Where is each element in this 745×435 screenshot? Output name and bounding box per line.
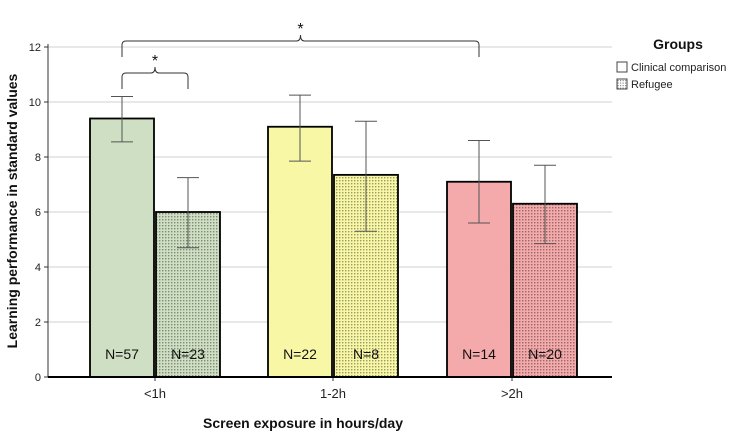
y-tick-label: 10 (29, 97, 41, 109)
x-tick-label: >2h (501, 386, 523, 401)
legend-swatch-clinical-comparison (616, 61, 628, 73)
n-label: N=8 (353, 346, 379, 362)
y-tick-label: 0 (35, 372, 41, 384)
legend-title: Groups (653, 36, 703, 52)
significance-star: * (152, 53, 158, 70)
x-tick-label: <1h (144, 386, 166, 401)
bar (89, 117, 155, 378)
y-axis-title: Learning performance in standard values (4, 73, 20, 348)
n-label: N=20 (528, 346, 562, 362)
n-label: N=22 (283, 346, 317, 362)
significance-bracket (121, 66, 189, 89)
significance-brackets: ** (121, 21, 480, 89)
n-label: N=57 (105, 346, 139, 362)
significance-star: * (297, 21, 303, 38)
y-tick-label: 2 (35, 317, 41, 329)
legend-swatch-refugee (616, 78, 628, 90)
x-tick-label: 1-2h (320, 386, 346, 401)
bars: N=57 N=23 N=22 N=8 N=14 N=20 (89, 94, 578, 378)
y-tick-label: 8 (35, 152, 41, 164)
legend-label-clinical-comparison: Clinical comparison (631, 62, 726, 74)
x-axis-title: Screen exposure in hours/day (203, 415, 403, 431)
n-label: N=23 (171, 346, 205, 362)
y-tick-label: 6 (35, 207, 41, 219)
legend-label-refugee: Refugee (631, 79, 673, 91)
y-tick-label: 12 (29, 42, 41, 54)
significance-bracket (121, 34, 480, 57)
axes: 0 2 4 6 8 10 12 <1h 1-2h >2h (29, 42, 612, 401)
y-tick-label: 4 (35, 262, 41, 274)
bar (267, 125, 333, 378)
n-label: N=14 (462, 346, 496, 362)
legend: Groups Clinical comparison Refugee (616, 36, 726, 91)
